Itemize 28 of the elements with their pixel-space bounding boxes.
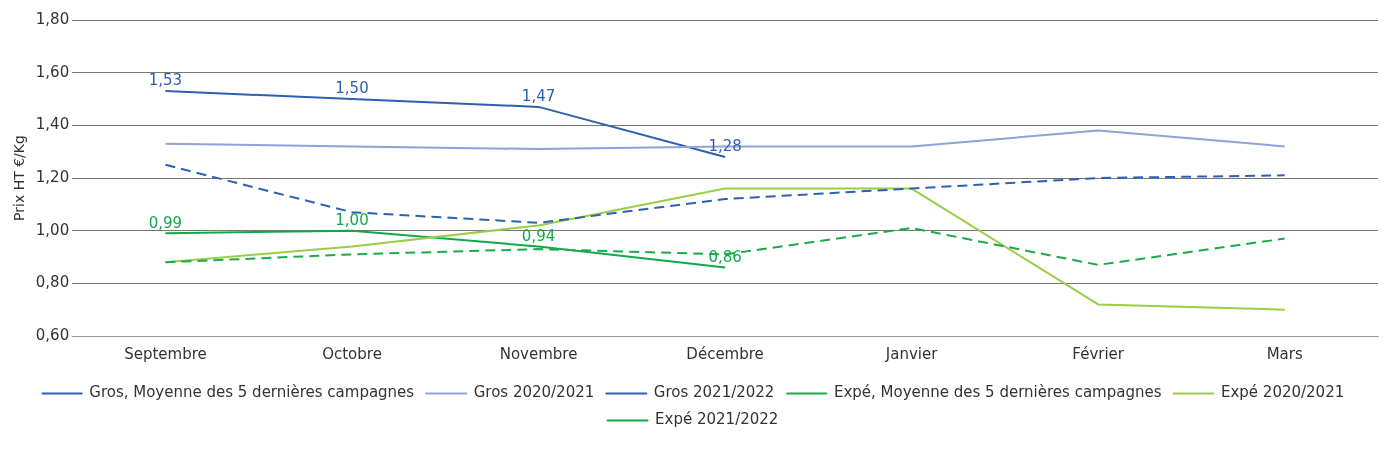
y-tick-label: 1,00 xyxy=(35,220,70,239)
x-tick-label: Février xyxy=(1072,344,1125,363)
y-tick-label: 0,60 xyxy=(35,325,70,344)
data-label: 0,94 xyxy=(521,226,556,245)
x-tick-label: Novembre xyxy=(499,344,578,363)
y-tick-label: 1,40 xyxy=(35,115,70,134)
x-tick-label: Janvier xyxy=(884,344,939,363)
legend-label: Expé, Moyenne des 5 dernières campagnes xyxy=(833,383,1162,402)
y-tick-label: 1,60 xyxy=(35,62,70,81)
y-tick-label: 1,20 xyxy=(35,167,70,186)
data-label: 1,00 xyxy=(335,211,369,230)
legend-label: Gros 2021/2022 xyxy=(653,383,775,402)
y-axis-title: Prix HT €/Kg xyxy=(11,135,28,221)
y-tick-label: 0,80 xyxy=(35,273,70,292)
legend-label: Gros, Moyenne des 5 dernières campagnes xyxy=(89,383,415,402)
x-tick-label: Mars xyxy=(1266,344,1303,363)
x-tick-label: Septembre xyxy=(124,344,207,363)
legend-label: Expé 2021/2022 xyxy=(655,410,779,429)
x-tick-label: Décembre xyxy=(686,344,764,363)
data-label: 1,28 xyxy=(708,137,742,156)
data-label: 1,53 xyxy=(148,71,183,90)
data-label: 0,99 xyxy=(148,213,183,232)
legend-label: Expé 2020/2021 xyxy=(1220,383,1345,402)
x-tick-label: Octobre xyxy=(322,344,382,363)
legend-label: Gros 2020/2021 xyxy=(473,383,595,402)
data-label: 1,47 xyxy=(521,87,556,106)
data-label: 1,50 xyxy=(335,79,369,98)
y-tick-label: 1,80 xyxy=(35,9,70,28)
